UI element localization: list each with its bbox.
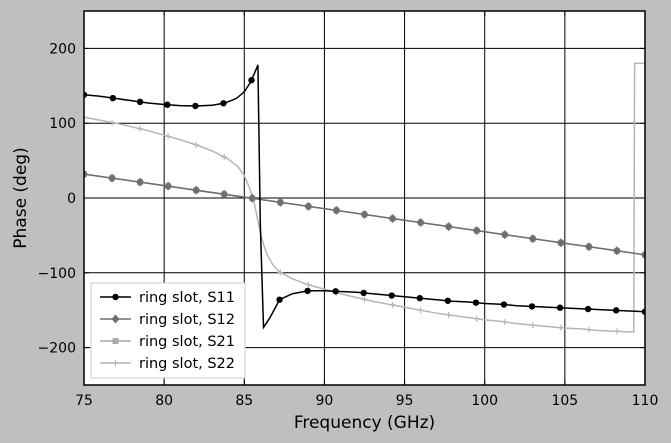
data-point bbox=[361, 296, 368, 303]
data-point bbox=[220, 189, 229, 199]
data-point bbox=[108, 173, 117, 183]
data-point bbox=[84, 114, 87, 121]
legend-label: ring slot, S22 bbox=[139, 356, 235, 372]
data-point bbox=[192, 102, 199, 110]
data-point bbox=[332, 288, 339, 295]
y-tick-label: −100 bbox=[38, 266, 76, 282]
data-point bbox=[641, 250, 645, 260]
data-point bbox=[444, 222, 453, 232]
data-point bbox=[501, 318, 508, 325]
data-point bbox=[192, 185, 201, 195]
data-point bbox=[109, 94, 117, 102]
x-tick-label: 110 bbox=[632, 393, 659, 409]
legend-item: ring slot, S12 bbox=[100, 312, 235, 328]
data-point bbox=[137, 125, 144, 132]
legend-label: ring slot, S11 bbox=[139, 290, 235, 306]
data-point bbox=[416, 294, 423, 302]
x-tick-label: 100 bbox=[471, 393, 498, 409]
data-point bbox=[416, 218, 425, 228]
data-point bbox=[472, 299, 480, 306]
x-tick-label: 90 bbox=[316, 393, 334, 409]
data-point bbox=[388, 292, 395, 299]
data-point bbox=[612, 307, 620, 314]
legend-marker bbox=[111, 314, 120, 324]
series-2 bbox=[84, 169, 645, 260]
legend-label: ring slot, S21 bbox=[139, 334, 235, 350]
data-point bbox=[248, 76, 255, 84]
y-tick-label: −200 bbox=[38, 341, 76, 357]
data-point bbox=[556, 304, 564, 311]
data-point bbox=[584, 242, 593, 252]
y-tick-label: 0 bbox=[67, 191, 76, 207]
data-point bbox=[220, 100, 227, 107]
data-point bbox=[472, 226, 481, 236]
data-point bbox=[305, 281, 312, 288]
data-point bbox=[193, 141, 200, 148]
x-tick-label: 75 bbox=[75, 393, 93, 409]
legend-marker bbox=[112, 293, 119, 301]
data-point bbox=[613, 328, 620, 335]
x-tick-label: 95 bbox=[396, 393, 414, 409]
data-point bbox=[528, 303, 536, 310]
legend-item: ring slot, S21 bbox=[100, 334, 235, 350]
data-point bbox=[389, 301, 396, 308]
data-point bbox=[417, 307, 424, 314]
data-point bbox=[221, 154, 228, 161]
data-point bbox=[500, 301, 508, 308]
data-point bbox=[276, 296, 283, 303]
data-point bbox=[557, 324, 564, 331]
data-point bbox=[612, 246, 621, 256]
data-point bbox=[276, 197, 285, 207]
data-point bbox=[529, 322, 536, 329]
data-point bbox=[500, 230, 509, 240]
data-point bbox=[360, 289, 367, 297]
data-point bbox=[136, 98, 144, 106]
data-point bbox=[641, 308, 645, 315]
data-point bbox=[445, 311, 452, 318]
y-tick-label: 100 bbox=[49, 116, 76, 132]
data-point bbox=[584, 305, 592, 313]
x-axis-label: Frequency (GHz) bbox=[294, 413, 435, 433]
legend-marker bbox=[112, 360, 119, 366]
data-point bbox=[277, 269, 284, 276]
x-tick-label: 105 bbox=[551, 393, 578, 409]
data-point bbox=[248, 193, 257, 203]
y-axis-label: Phase (deg) bbox=[11, 147, 31, 248]
data-point bbox=[473, 315, 480, 322]
data-point bbox=[164, 181, 173, 191]
data-point bbox=[388, 213, 397, 223]
data-point bbox=[165, 133, 172, 140]
legend-marker bbox=[112, 338, 119, 344]
data-point bbox=[84, 91, 88, 98]
data-point bbox=[444, 297, 452, 304]
data-point bbox=[585, 326, 592, 333]
legend-item: ring slot, S11 bbox=[100, 290, 235, 306]
legend: ring slot, S11 ring slot, S12 ring slot, S… bbox=[90, 282, 246, 379]
data-point bbox=[109, 119, 116, 126]
data-point bbox=[84, 169, 88, 179]
data-point bbox=[360, 209, 369, 219]
data-point bbox=[136, 177, 145, 187]
legend-label: ring slot, S12 bbox=[139, 312, 235, 328]
y-tick-label: 200 bbox=[49, 41, 76, 57]
data-point bbox=[528, 234, 537, 244]
data-point bbox=[556, 238, 565, 248]
data-point bbox=[332, 205, 341, 215]
x-tick-label: 80 bbox=[155, 393, 173, 409]
data-point bbox=[304, 201, 313, 211]
series-1 bbox=[84, 64, 645, 330]
data-point bbox=[304, 287, 311, 295]
data-point bbox=[164, 101, 171, 108]
x-tick-label: 85 bbox=[235, 393, 253, 409]
legend-item: ring slot, S22 bbox=[100, 356, 235, 372]
